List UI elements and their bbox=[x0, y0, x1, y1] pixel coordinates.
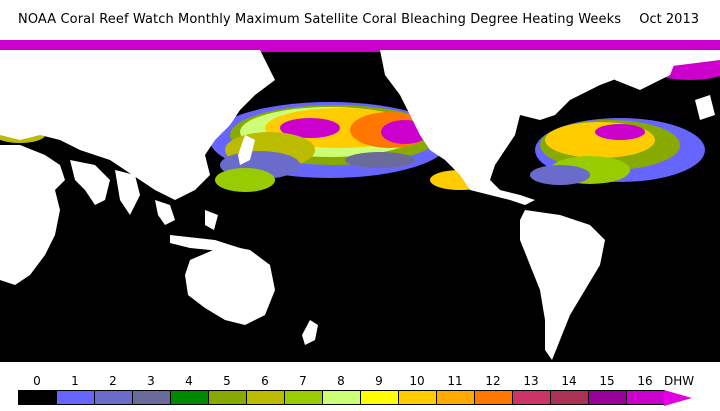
legend-labels: 0 1 2 3 4 5 6 7 8 9 10 11 12 13 14 15 16 bbox=[0, 374, 720, 390]
dhw-map bbox=[0, 40, 720, 370]
legend-label-11: 11 bbox=[447, 374, 463, 388]
legend-label-5: 5 bbox=[223, 374, 231, 388]
map-date: Oct 2013 bbox=[639, 12, 699, 27]
legend-label-2: 2 bbox=[109, 374, 117, 388]
legend-swatch-6 bbox=[246, 390, 285, 405]
legend-label-16: 16 bbox=[637, 374, 653, 388]
legend-swatch-11 bbox=[436, 390, 475, 405]
color-legend: 0 1 2 3 4 5 6 7 8 9 10 11 12 13 14 15 16 DHW bbox=[0, 370, 720, 411]
legend-swatch-9 bbox=[360, 390, 399, 405]
legend-label-8: 8 bbox=[337, 374, 345, 388]
legend-label-6: 6 bbox=[261, 374, 269, 388]
legend-label-13: 13 bbox=[523, 374, 539, 388]
legend-swatch-16 bbox=[626, 390, 665, 405]
legend-label-1: 1 bbox=[71, 374, 79, 388]
legend-label-4: 4 bbox=[185, 374, 193, 388]
title-bar: NOAA Coral Reef Watch Monthly Maximum Sa… bbox=[0, 0, 720, 40]
legend-swatch-5 bbox=[208, 390, 247, 405]
legend-label-14: 14 bbox=[561, 374, 577, 388]
legend-swatch-8 bbox=[322, 390, 361, 405]
legend-unit: DHW bbox=[664, 374, 695, 388]
legend-swatch-15 bbox=[588, 390, 627, 405]
legend-swatch-1 bbox=[56, 390, 95, 405]
legend-swatch-12 bbox=[474, 390, 513, 405]
legend-label-3: 3 bbox=[147, 374, 155, 388]
world-map-graphic bbox=[0, 40, 720, 370]
legend-swatch-7 bbox=[284, 390, 323, 405]
legend-label-7: 7 bbox=[299, 374, 307, 388]
legend-swatch-13 bbox=[512, 390, 551, 405]
legend-color-bar bbox=[18, 390, 665, 405]
legend-swatch-2 bbox=[94, 390, 133, 405]
legend-swatch-0 bbox=[18, 390, 57, 405]
legend-swatch-3 bbox=[132, 390, 171, 405]
legend-swatch-10 bbox=[398, 390, 437, 405]
legend-label-15: 15 bbox=[599, 374, 615, 388]
legend-label-0: 0 bbox=[33, 374, 41, 388]
legend-label-10: 10 bbox=[409, 374, 425, 388]
legend-label-12: 12 bbox=[485, 374, 501, 388]
legend-label-9: 9 bbox=[375, 374, 383, 388]
map-title: NOAA Coral Reef Watch Monthly Maximum Sa… bbox=[18, 12, 622, 27]
legend-swatch-14 bbox=[550, 390, 589, 405]
legend-arrow bbox=[664, 390, 692, 406]
legend-swatch-4 bbox=[170, 390, 209, 405]
landmasses bbox=[0, 50, 720, 370]
